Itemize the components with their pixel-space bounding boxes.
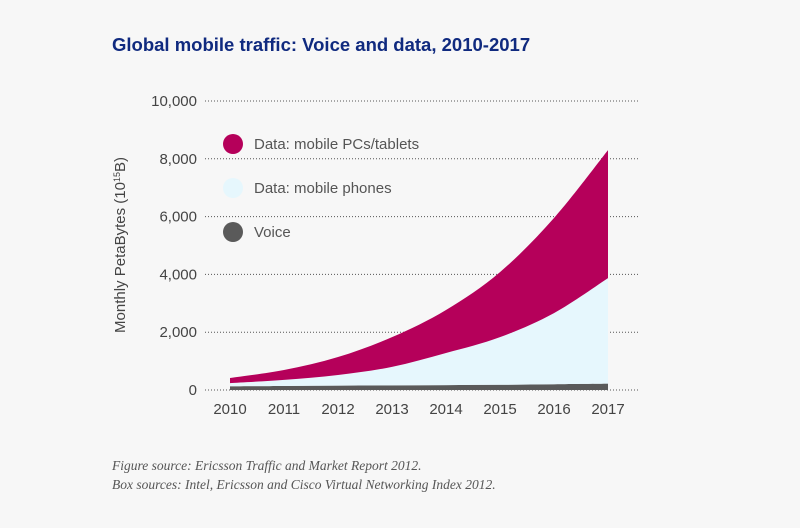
legend-label: Data: mobile phones	[254, 180, 392, 197]
x-tick-label: 2016	[537, 401, 570, 418]
y-tick-label: 0	[189, 382, 197, 399]
x-tick-label: 2015	[483, 401, 516, 418]
figure-source: Figure source: Ericsson Traffic and Mark…	[112, 458, 422, 473]
chart-title: Global mobile traffic: Voice and data, 2…	[112, 34, 531, 55]
x-tick-label: 2010	[213, 401, 246, 418]
area-data-mobile-pcs-tablets	[230, 150, 608, 384]
y-axis-label: Monthly PetaBytes (1015B)	[112, 157, 129, 333]
x-tick-label: 2014	[429, 401, 462, 418]
area-data-mobile-phones	[230, 278, 608, 387]
legend-label: Voice	[254, 224, 291, 241]
x-tick-label: 2017	[591, 401, 624, 418]
legend-swatch	[223, 222, 243, 242]
y-tick-label: 10,000	[151, 93, 197, 110]
y-tick-label: 8,000	[159, 151, 197, 168]
y-axis-label-end: B)	[112, 157, 129, 172]
legend-swatch	[223, 178, 243, 198]
legend-swatch	[223, 134, 243, 154]
y-axis-label-text: Monthly PetaBytes (10	[112, 182, 129, 333]
y-axis-label-sup: 15	[112, 172, 122, 182]
x-tick-label: 2011	[268, 401, 300, 418]
x-tick-label: 2012	[321, 401, 354, 418]
y-tick-label: 6,000	[159, 209, 197, 226]
legend-label: Data: mobile PCs/tablets	[254, 136, 419, 153]
x-tick-label: 2013	[375, 401, 408, 418]
area-voice	[230, 383, 608, 390]
y-tick-label: 2,000	[159, 324, 197, 341]
y-tick-label: 4,000	[159, 266, 197, 283]
box-sources: Box sources: Intel, Ericsson and Cisco V…	[112, 477, 496, 492]
